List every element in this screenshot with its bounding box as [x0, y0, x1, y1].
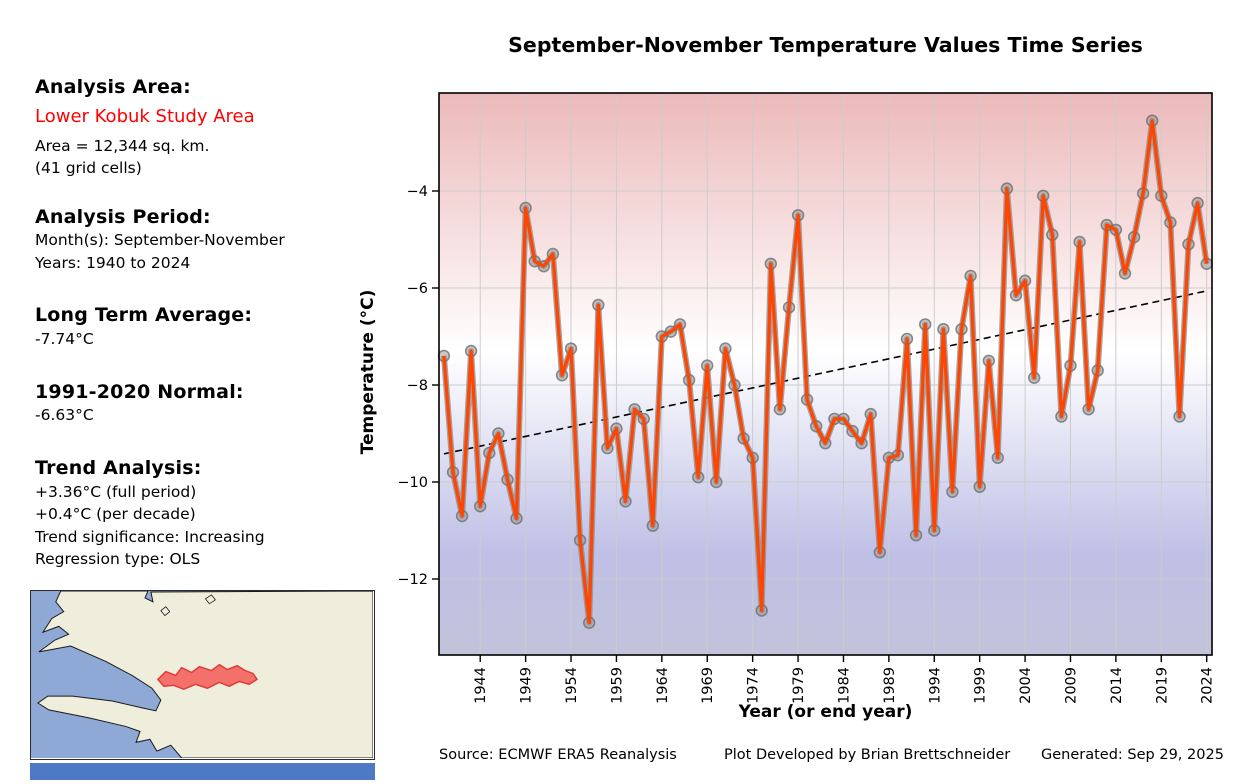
svg-text:1989: 1989	[882, 667, 898, 704]
svg-text:1999: 1999	[973, 667, 989, 704]
credit-text: Plot Developed by Brian Brettschneider	[724, 747, 1011, 763]
long-term-average-heading: Long Term Average:	[35, 304, 253, 327]
svg-text:2014: 2014	[1109, 667, 1125, 704]
source-text: Source: ECMWF ERA5 Reanalysis	[439, 747, 677, 763]
map-graphic	[31, 590, 374, 759]
svg-text:1944: 1944	[473, 667, 489, 704]
svg-text:1954: 1954	[564, 667, 580, 704]
long-term-average-value: -7.74°C	[35, 330, 94, 349]
svg-text:1949: 1949	[519, 667, 535, 704]
svg-text:1959: 1959	[609, 667, 625, 704]
trend-full-period: +3.36°C (full period)	[35, 482, 197, 501]
svg-text:1994: 1994	[927, 667, 943, 704]
normal-heading: 1991-2020 Normal:	[35, 380, 244, 403]
svg-text:1974: 1974	[746, 667, 762, 704]
chart-title: September-November Temperature Values Ti…	[508, 33, 1143, 57]
svg-text:2019: 2019	[1154, 667, 1170, 704]
svg-text:2004: 2004	[1018, 667, 1034, 704]
analysis-years: Years: 1940 to 2024	[35, 253, 191, 272]
svg-text:1969: 1969	[700, 667, 716, 704]
analysis-period-heading: Analysis Period:	[35, 205, 211, 228]
study-area-name: Lower Kobuk Study Area	[35, 105, 255, 127]
svg-text:−12: −12	[397, 572, 428, 588]
svg-text:2009: 2009	[1063, 667, 1079, 704]
trend-per-decade: +0.4°C (per decade)	[35, 505, 196, 524]
x-axis-label: Year (or end year)	[738, 702, 913, 722]
trend-significance: Trend significance: Increasing	[35, 527, 265, 546]
area-size: Area = 12,344 sq. km.	[35, 136, 210, 155]
svg-text:−8: −8	[407, 378, 428, 394]
analysis-area-heading: Analysis Area:	[35, 76, 191, 98]
grid-cells: (41 grid cells)	[35, 159, 142, 178]
analysis-info-panel: Analysis Area: Lower Kobuk Study Area Ar…	[35, 76, 405, 570]
svg-text:−10: −10	[397, 475, 428, 491]
regression-type: Regression type: OLS	[35, 549, 201, 568]
svg-text:−6: −6	[407, 281, 428, 297]
analysis-months: Month(s): September-November	[35, 231, 285, 250]
svg-text:1979: 1979	[791, 667, 807, 704]
svg-text:1984: 1984	[836, 667, 852, 704]
normal-value: -6.63°C	[35, 406, 94, 425]
study-area-locator-map	[30, 590, 375, 760]
svg-text:1964: 1964	[655, 667, 671, 704]
map-bottom-strip	[30, 763, 375, 780]
svg-text:2024: 2024	[1200, 667, 1216, 704]
generated-date-text: Generated: Sep 29, 2025	[1041, 747, 1224, 763]
svg-text:−4: −4	[407, 184, 428, 200]
trend-analysis-heading: Trend Analysis:	[35, 456, 202, 479]
